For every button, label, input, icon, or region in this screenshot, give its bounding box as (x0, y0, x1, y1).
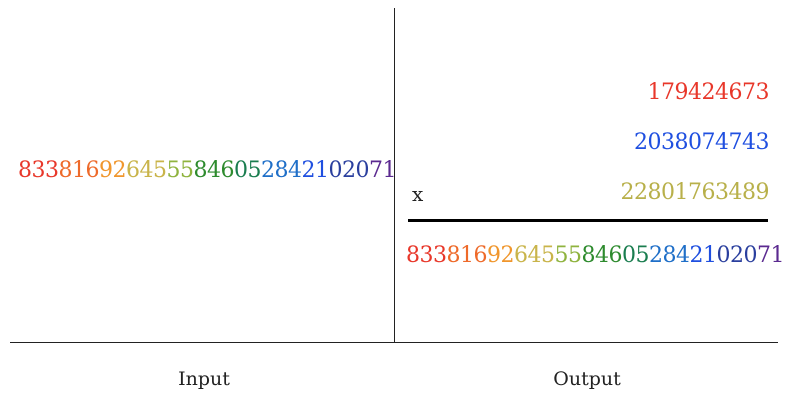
digit: 4 (288, 158, 302, 183)
digit: 4 (595, 243, 609, 268)
digit: 0 (716, 243, 731, 268)
digit: 2 (649, 243, 663, 268)
digit: 1 (460, 243, 474, 268)
digit: 1 (315, 158, 329, 183)
digit: 6 (608, 243, 623, 268)
digit: 8 (446, 243, 461, 268)
input-number: 8338169264555846052842102071 (18, 158, 396, 183)
factor-3: 22801763489 (620, 180, 770, 205)
digit: 4 (139, 158, 154, 183)
digit: 1 (770, 243, 785, 268)
digit: 2 (689, 243, 704, 268)
digit: 1 (703, 243, 717, 268)
input-caption: Input (178, 368, 230, 390)
digit: 3 (31, 158, 46, 183)
digit: 3 (433, 243, 447, 268)
digit: 7 (757, 243, 771, 268)
digit: 0 (328, 158, 343, 183)
multiplication-rule (408, 219, 768, 222)
digit: 9 (99, 158, 113, 183)
digit: 6 (220, 158, 235, 183)
digit: 0 (622, 243, 636, 268)
digit: 8 (406, 243, 420, 268)
digit: 3 (45, 158, 59, 183)
digit: 1 (382, 158, 397, 183)
digit: 5 (554, 243, 569, 268)
digit: 0 (355, 158, 370, 183)
digit: 5 (153, 158, 167, 183)
factor-1: 179424673 (647, 80, 770, 105)
digit: 0 (234, 158, 248, 183)
digit: 5 (541, 243, 555, 268)
digit: 4 (676, 243, 690, 268)
digit: 8 (58, 158, 73, 183)
digit: 9 (487, 243, 501, 268)
digit: 8 (193, 158, 208, 183)
digit: 4 (207, 158, 221, 183)
digit: 2 (112, 158, 127, 183)
digit: 5 (166, 158, 181, 183)
output-caption: Output (553, 368, 621, 390)
digit: 2 (500, 243, 515, 268)
digit: 2 (342, 158, 356, 183)
digit: 8 (581, 243, 596, 268)
digit: 6 (85, 158, 100, 183)
vertical-divider (394, 8, 395, 342)
digit: 1 (72, 158, 86, 183)
digit: 4 (527, 243, 542, 268)
product-number: 8338169264555846052842102071 (406, 243, 784, 268)
digit: 2 (730, 243, 744, 268)
digit: 8 (662, 243, 677, 268)
digit: 2 (301, 158, 316, 183)
digit: 7 (369, 158, 383, 183)
digit: 8 (274, 158, 289, 183)
digit: 6 (473, 243, 488, 268)
digit: 3 (419, 243, 434, 268)
digit: 0 (743, 243, 758, 268)
factor-2: 2038074743 (634, 130, 769, 155)
digit: 5 (180, 158, 194, 183)
digit: 5 (635, 243, 650, 268)
digit: 5 (568, 243, 582, 268)
digit: 5 (247, 158, 262, 183)
digit: 6 (514, 243, 528, 268)
horizontal-divider (10, 342, 778, 343)
digit: 8 (18, 158, 32, 183)
multiplication-operator: x (412, 182, 424, 206)
digit: 6 (126, 158, 140, 183)
digit: 2 (261, 158, 275, 183)
